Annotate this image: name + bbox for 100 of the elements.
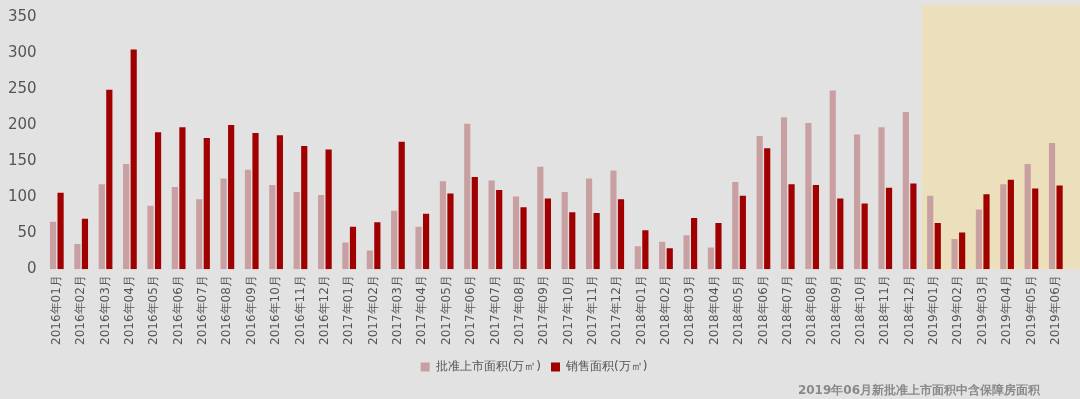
bar (569, 212, 576, 270)
x-tick-label: 2016年09月 (243, 275, 258, 345)
bar (147, 205, 154, 270)
x-tick-label: 2017年01月 (341, 275, 356, 345)
y-tick-label: 100 (7, 187, 37, 206)
bar (1056, 185, 1063, 270)
bar (537, 166, 544, 270)
bar (520, 207, 527, 270)
x-tick-label: 2018年12月 (901, 275, 916, 345)
bar (861, 203, 868, 270)
y-tick-label: 50 (17, 223, 37, 242)
x-tick-label: 2017年09月 (536, 275, 551, 345)
bar (57, 192, 64, 270)
x-tick-label: 2017年10月 (560, 275, 575, 345)
bar (196, 199, 203, 270)
bar (593, 212, 600, 270)
bar (902, 112, 909, 270)
x-tick-label: 2018年06月 (755, 275, 770, 345)
x-tick-label: 2017年07月 (487, 275, 502, 345)
bar (910, 183, 917, 270)
x-tick-label: 2016年02月 (73, 275, 88, 345)
x-tick-label: 2018年03月 (682, 275, 697, 345)
x-tick-label: 2017年06月 (463, 275, 478, 345)
x-tick-label: 2017年02月 (365, 275, 380, 345)
bar (398, 141, 405, 270)
bar (707, 247, 715, 270)
bar (293, 192, 300, 270)
bar (106, 89, 113, 270)
bar (488, 180, 495, 270)
bar (81, 218, 89, 270)
bar (885, 187, 893, 270)
text: 2019年06月新批准上市面积中含保障房面积 (797, 383, 1041, 398)
x-tick-label: 2016年08月 (219, 275, 234, 345)
bar (1048, 143, 1056, 270)
bar (788, 184, 795, 270)
bar (691, 218, 698, 270)
x-tick-label: 2018年01月 (633, 275, 648, 345)
bar (878, 127, 885, 270)
bar (1024, 163, 1031, 270)
x-tick-label: 2016年03月 (97, 275, 112, 345)
x-tick-label: 2018年11月 (877, 275, 892, 345)
x-tick-label: 2016年04月 (122, 275, 137, 345)
bar (349, 226, 357, 270)
bar (203, 138, 210, 270)
bar (415, 226, 422, 270)
x-tick-label: 2017年05月 (438, 275, 453, 345)
bar (642, 230, 649, 270)
bar (1000, 184, 1007, 270)
bar (983, 194, 990, 270)
bar (739, 195, 746, 270)
bar (1007, 179, 1014, 270)
bar (812, 184, 820, 270)
x-tick-label: 2018年04月 (706, 275, 721, 345)
bar (634, 246, 641, 270)
y-tick-label: 350 (7, 6, 37, 25)
x-tick-label: 2017年08月 (511, 275, 526, 345)
bar (252, 133, 259, 270)
bar (471, 176, 478, 270)
bar (317, 194, 325, 270)
bar (683, 235, 690, 270)
x-tick-label: 2016年01月 (48, 275, 63, 345)
bar (464, 123, 471, 270)
bar (123, 163, 130, 270)
bar (732, 182, 739, 270)
x-tick-label: 2018年05月 (731, 275, 746, 345)
bar (764, 148, 771, 270)
x-tick-label: 2016年06月 (170, 275, 185, 345)
x-tick-label: 2018年09月 (828, 275, 843, 345)
bar (49, 221, 57, 270)
bar (756, 135, 763, 270)
bar (1032, 188, 1039, 270)
bar (561, 192, 568, 270)
y-tick-label: 0 (27, 259, 37, 278)
bar (179, 127, 186, 270)
x-tick-label: 2018年07月 (779, 275, 794, 345)
bar (715, 223, 722, 270)
y-tick-label: 250 (7, 78, 37, 97)
x-tick-label: 2017年11月 (584, 275, 599, 345)
bar (98, 184, 105, 270)
bar (610, 170, 617, 270)
bar (659, 241, 666, 270)
x-tick-label: 2019年05月 (1023, 275, 1038, 345)
bar (342, 242, 349, 270)
legend-label: 销售面积(万㎡) (565, 359, 648, 374)
y-tick-label: 150 (7, 151, 37, 169)
bar (959, 232, 966, 270)
bar (666, 248, 673, 270)
bar (854, 134, 861, 270)
bar (422, 213, 430, 270)
x-tick-label: 2019年06月 (1047, 275, 1062, 345)
x-tick-label: 2017年04月 (414, 275, 429, 345)
bar (805, 122, 812, 270)
x-tick-label: 2019年02月 (950, 275, 965, 345)
x-tick-label: 2018年02月 (658, 275, 673, 345)
bar (269, 184, 276, 270)
bar (244, 169, 252, 270)
bar (171, 187, 178, 270)
x-tick-label: 2016年12月 (316, 275, 331, 345)
bar (617, 199, 625, 270)
bar (276, 135, 283, 270)
